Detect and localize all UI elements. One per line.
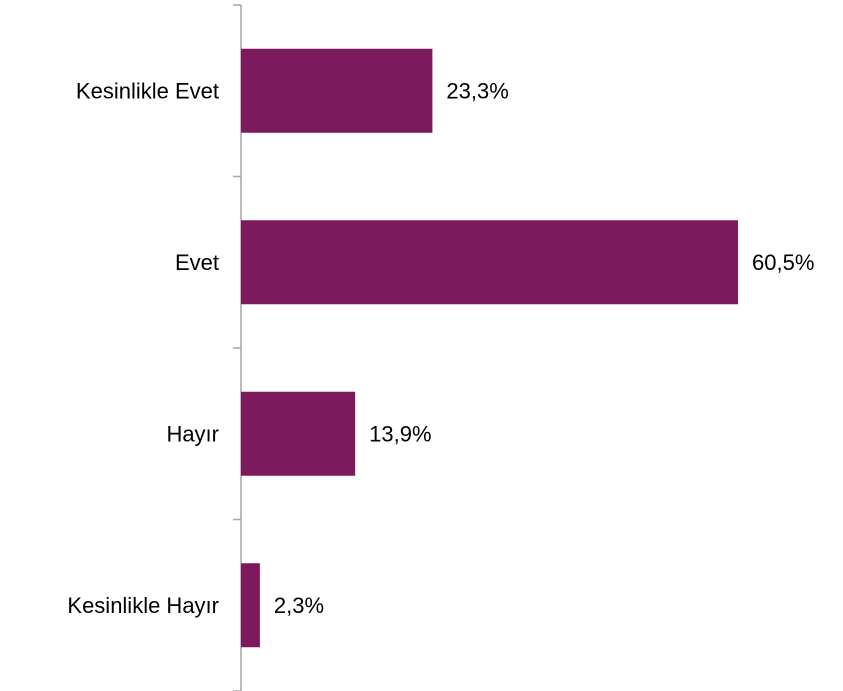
axis-layer	[233, 4, 242, 691]
data-label: 23,3%	[446, 78, 508, 103]
data-label: 2,3%	[274, 593, 324, 618]
category-label: Hayır	[166, 421, 219, 446]
labels-layer: Kesinlikle Evet 23,3% Evet 60,5% Hayır 13,9% K…	[67, 78, 814, 618]
bar	[241, 391, 356, 476]
bar	[241, 220, 738, 305]
bar	[241, 563, 260, 648]
data-label: 13,9%	[369, 421, 431, 446]
bars-layer	[241, 48, 738, 648]
category-label: Evet	[175, 250, 219, 275]
category-label: Kesinlikle Hayır	[67, 593, 219, 618]
category-label: Kesinlikle Evet	[76, 78, 219, 103]
bar	[241, 48, 433, 133]
data-label: 60,5%	[752, 250, 814, 275]
